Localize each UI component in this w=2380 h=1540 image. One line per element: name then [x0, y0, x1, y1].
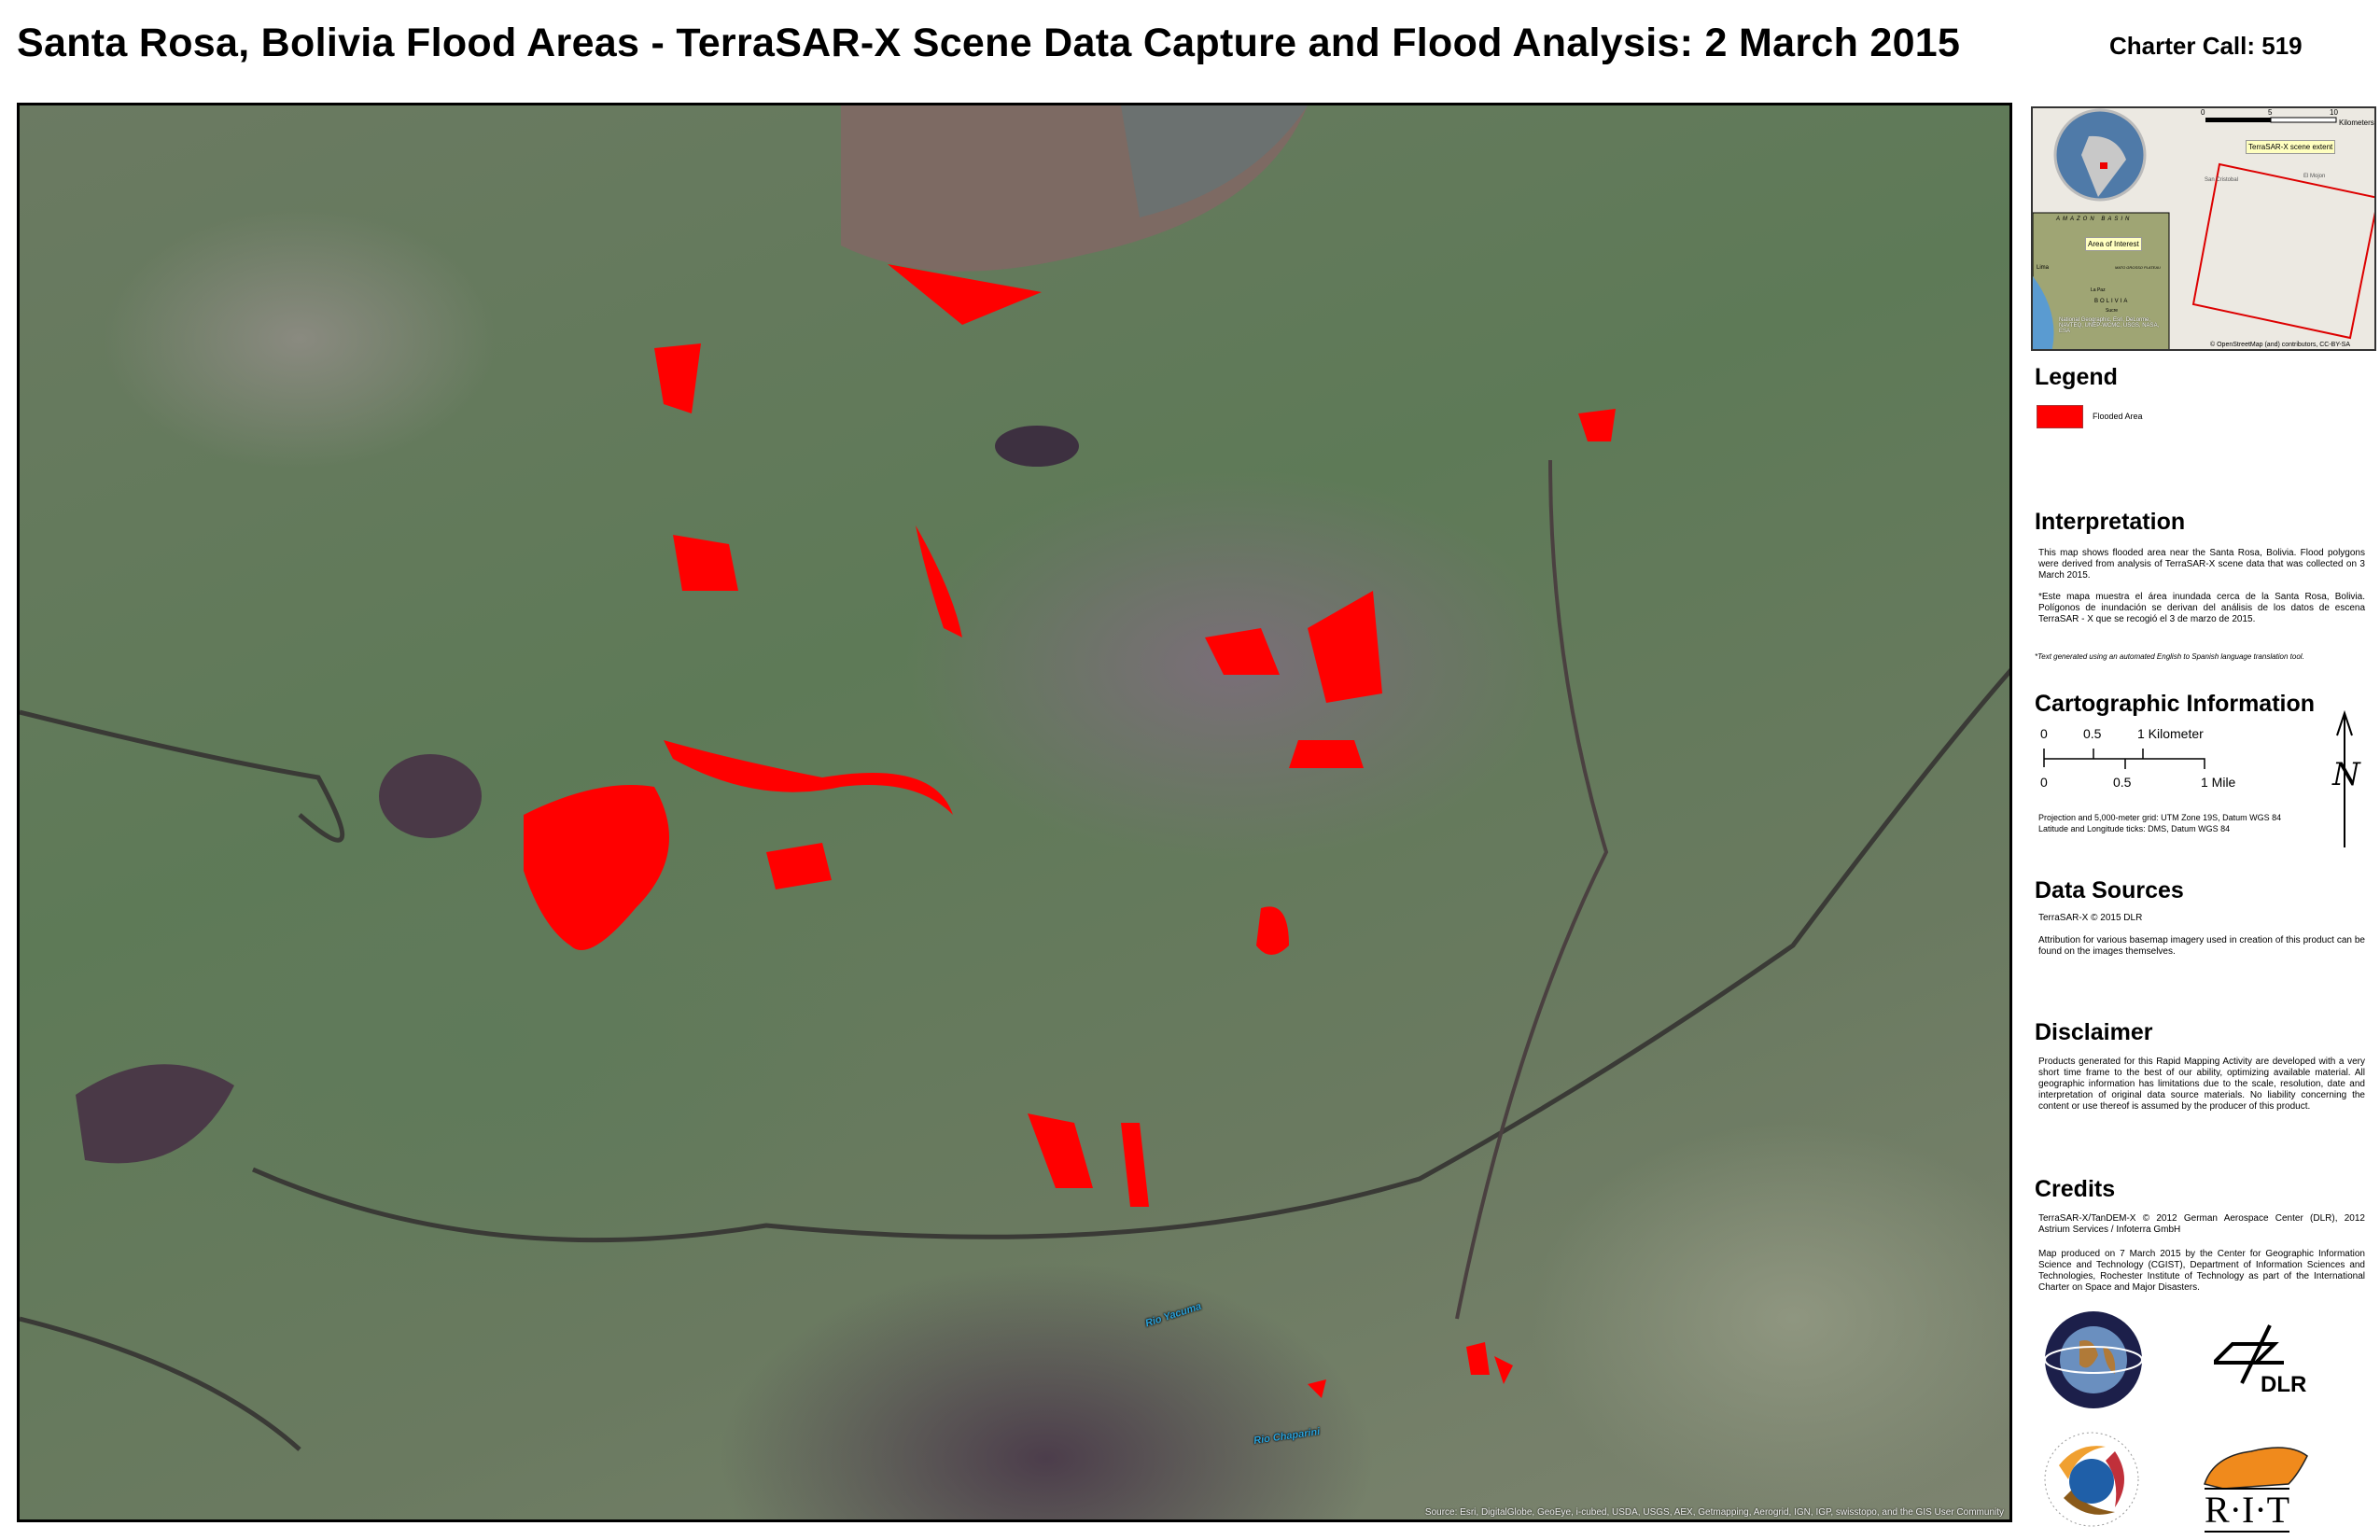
- scale-km-0: 0: [2040, 726, 2048, 741]
- inset-scale-10: 10: [2330, 108, 2338, 117]
- legend-label-flooded: Flooded Area: [2093, 412, 2143, 421]
- projection-info: Projection and 5,000-meter grid: UTM Zon…: [2038, 813, 2282, 822]
- disclaimer-text: Products generated for this Rapid Mappin…: [2038, 1057, 2365, 1112]
- lake: [379, 754, 482, 838]
- lake-water: [1121, 105, 1308, 217]
- data-source-terrasar: TerraSAR-X © 2015 DLR: [2038, 913, 2143, 923]
- basemap-attribution: Source: Esri, DigitalGlobe, GeoEye, i-cu…: [1424, 1507, 2004, 1518]
- aoi-callout: Area of Interest: [2085, 237, 2142, 251]
- inset-scale-0: 0: [2201, 108, 2205, 117]
- lake: [76, 1064, 234, 1164]
- cgist-logo-icon: [2044, 1432, 2139, 1527]
- data-source-attribution: Attribution for various basemap imagery …: [2038, 935, 2365, 957]
- flood-polygon: [1494, 1356, 1513, 1384]
- charter-call: Charter Call: 519: [2109, 32, 2303, 60]
- flood-polygon: [1205, 628, 1280, 675]
- scale-km-05: 0.5: [2083, 726, 2102, 741]
- legend-heading: Legend: [2035, 364, 2118, 390]
- flood-polygon: [1308, 1379, 1326, 1398]
- bolivia-marker: [2100, 162, 2107, 169]
- scale-mi-1: 1 Mile: [2201, 775, 2236, 790]
- place-label: La Paz: [2091, 287, 2106, 293]
- inset-scale-unit: Kilometers: [2339, 119, 2374, 127]
- dlr-logo-text: DLR: [2261, 1372, 2307, 1397]
- rit-logo-text: R·I·T: [2205, 1488, 2290, 1533]
- place-label: BOLIVIA: [2094, 299, 2130, 304]
- charter-logo-icon: [2044, 1311, 2143, 1408]
- place-label: El Mojon: [2303, 174, 2326, 179]
- flood-polygon: [524, 785, 669, 950]
- flooded-area-swatch: [2037, 405, 2083, 428]
- dlr-logo-icon: [2214, 1324, 2284, 1384]
- flood-polygon: [654, 343, 701, 413]
- place-label: San Cristobal: [2205, 177, 2239, 183]
- disclaimer-heading: Disclaimer: [2035, 1019, 2153, 1045]
- flood-polygon: [1121, 1123, 1149, 1207]
- flood-polygon: [1256, 906, 1289, 955]
- place-label: Sucre: [2106, 308, 2119, 314]
- locator-inset: 0 5 10 Kilometers TerraSAR-X scene exten…: [2031, 106, 2376, 351]
- inset-graphics: [2033, 108, 2374, 349]
- osm-credit: © OpenStreetMap (and) contributors, CC-B…: [2210, 342, 2351, 348]
- scale-mi-05: 0.5: [2113, 775, 2132, 790]
- inset-scale-5: 5: [2268, 108, 2273, 117]
- map-features: [20, 105, 2009, 1451]
- data-sources-heading: Data Sources: [2035, 877, 2184, 903]
- translation-note: *Text generated using an automated Engli…: [2035, 652, 2304, 661]
- north-label: N: [2332, 756, 2360, 793]
- scene-extent: [2191, 162, 2374, 340]
- natgeo-credit: National Geographic, Esri, DeLorme, NAVT…: [2059, 317, 2160, 334]
- place-label: AMAZON BASIN: [2056, 217, 2133, 222]
- lake: [995, 426, 1079, 467]
- flood-polygon: [1308, 591, 1382, 703]
- river: [1455, 459, 1609, 1320]
- flood-polygon: [1578, 409, 1616, 441]
- flood-polygon: [916, 525, 962, 637]
- credits-rit: Map produced on 7 March 2015 by the Cent…: [2038, 1249, 2365, 1293]
- rit-tiger-icon: [2204, 1447, 2308, 1490]
- side-panel: 0 5 10 Kilometers TerraSAR-X scene exten…: [2027, 103, 2380, 1540]
- flood-polygon: [1028, 1113, 1093, 1188]
- flood-polygon: [766, 843, 832, 889]
- river: [20, 668, 2009, 1451]
- flood-polygon: [888, 264, 1042, 325]
- flood-polygon: [673, 535, 738, 591]
- ticks-info: Latitude and Longitude ticks: DMS, Datum…: [2038, 824, 2231, 833]
- map-title: Santa Rosa, Bolivia Flood Areas - TerraS…: [17, 21, 1961, 65]
- north-arrow-icon: [2336, 709, 2353, 847]
- regional-map: [2033, 212, 2170, 349]
- credits-dlr: TerraSAR-X/TanDEM-X © 2012 German Aerosp…: [2038, 1213, 2365, 1235]
- flood-polygon: [664, 740, 953, 815]
- interpretation-es: *Este mapa muestra el área inundada cerc…: [2038, 592, 2365, 624]
- extent-callout: TerraSAR-X scene extent: [2246, 140, 2336, 154]
- flood-polygon: [1289, 740, 1364, 768]
- flood-polygon: [1466, 1342, 1490, 1375]
- main-map[interactable]: Rio Yacuma Rio Chaparini Source: Esri, D…: [17, 103, 2012, 1522]
- interpretation-heading: Interpretation: [2035, 509, 2186, 535]
- cartographic-heading: Cartographic Information: [2035, 691, 2316, 717]
- place-label: MATO GROSSO PLATEAU: [2115, 265, 2161, 270]
- scale-mi-0: 0: [2040, 775, 2048, 790]
- flood-areas: [524, 264, 1616, 1398]
- place-label: Lima: [2037, 265, 2050, 271]
- interpretation-en: This map shows flooded area near the San…: [2038, 548, 2365, 581]
- credits-heading: Credits: [2035, 1176, 2116, 1202]
- scale-bar: [2043, 749, 2205, 769]
- scale-km-1: 1 Kilometer: [2137, 726, 2204, 741]
